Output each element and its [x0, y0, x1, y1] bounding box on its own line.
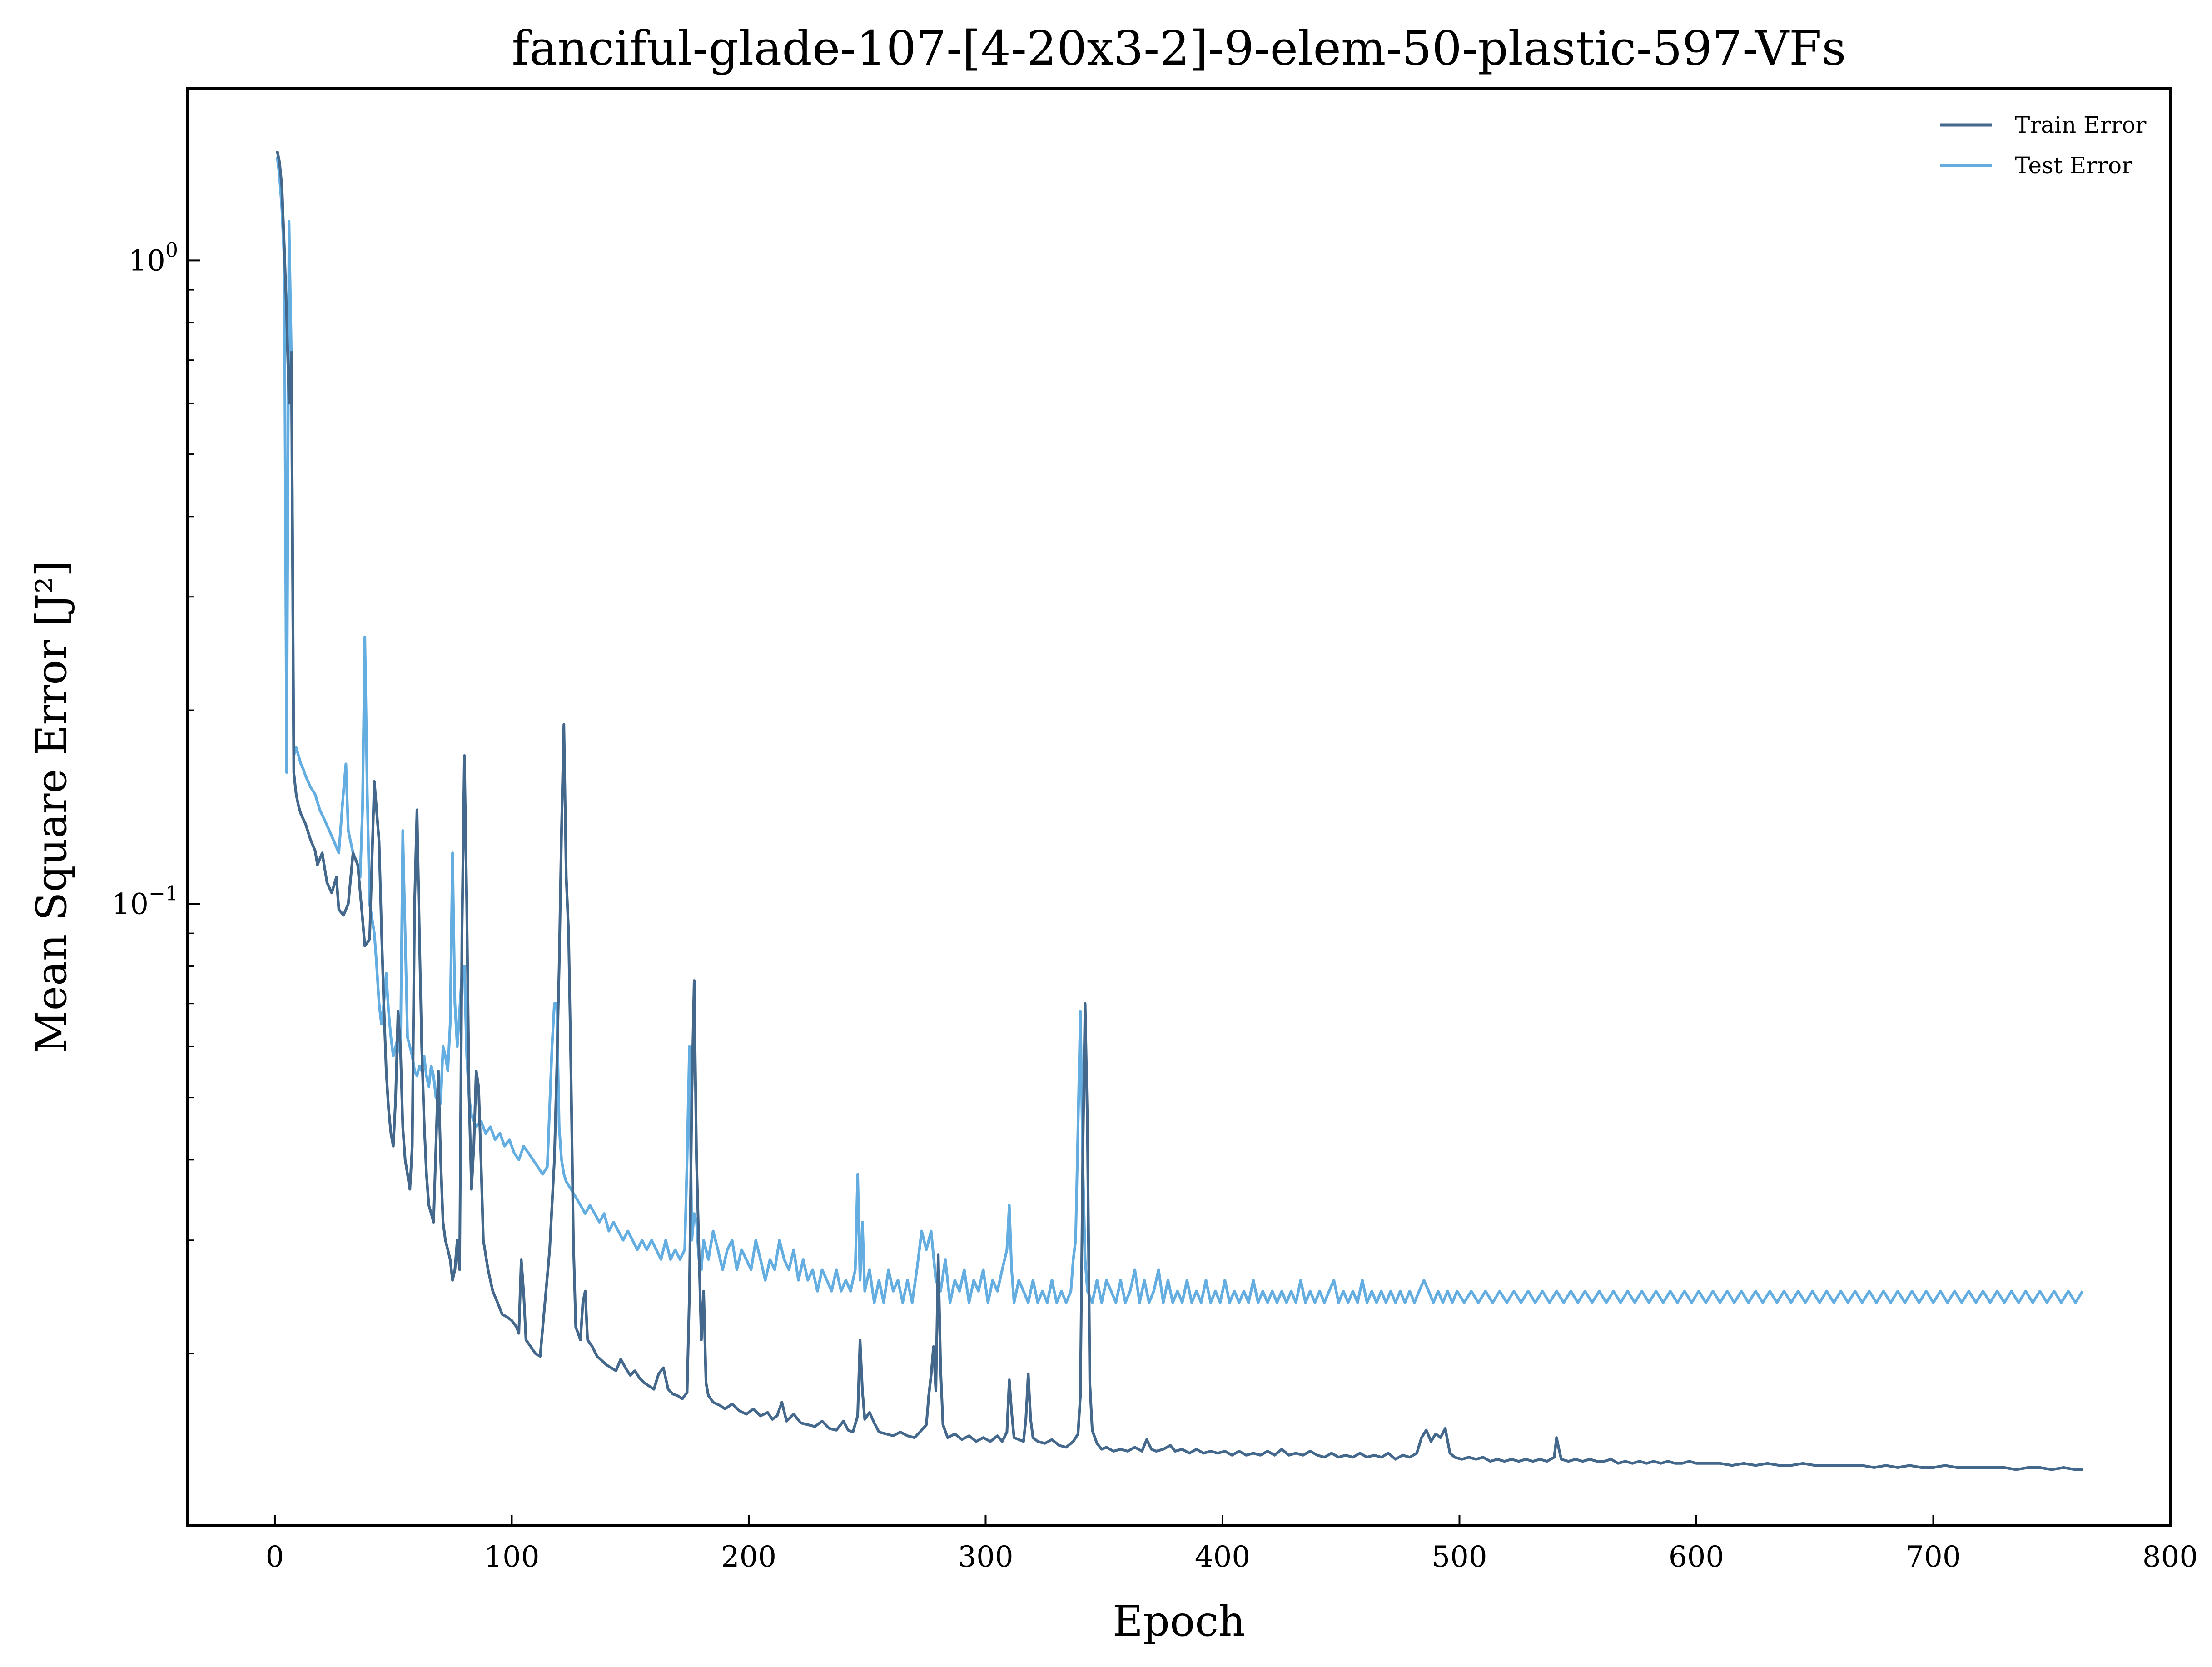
y-tick-label: 10−1	[112, 882, 178, 921]
legend-label-test: Test Error	[2015, 152, 2132, 179]
y-axis: 100 10−1	[112, 239, 200, 1354]
train-error-line	[276, 150, 2083, 1471]
x-axis: 0 100 200 300 400 500 600 700 800	[266, 1515, 2198, 1574]
x-tick-label: 400	[1195, 1540, 1250, 1574]
y-axis-label: Mean Square Error [J²]	[27, 561, 76, 1054]
x-tick-label: 100	[484, 1540, 539, 1574]
x-tick-label: 800	[2142, 1540, 2198, 1574]
x-tick-label: 200	[721, 1540, 776, 1574]
x-tick-label: 0	[266, 1540, 284, 1574]
chart-title: fanciful-glade-107-[4-20x3-2]-9-elem-50-…	[512, 20, 1846, 76]
plot-area	[186, 87, 2172, 1527]
legend-label-train: Train Error	[2015, 112, 2147, 138]
y-tick-label: 100	[129, 239, 178, 278]
x-tick-label: 600	[1669, 1540, 1724, 1574]
x-tick-label: 700	[1905, 1540, 1961, 1574]
x-tick-label: 500	[1432, 1540, 1487, 1574]
x-axis-label: Epoch	[1113, 1597, 1245, 1646]
legend: Train Error Test Error	[1940, 112, 2147, 179]
test-error-line	[276, 156, 2084, 1304]
x-tick-label: 300	[958, 1540, 1013, 1574]
series-layer	[276, 150, 2084, 1471]
